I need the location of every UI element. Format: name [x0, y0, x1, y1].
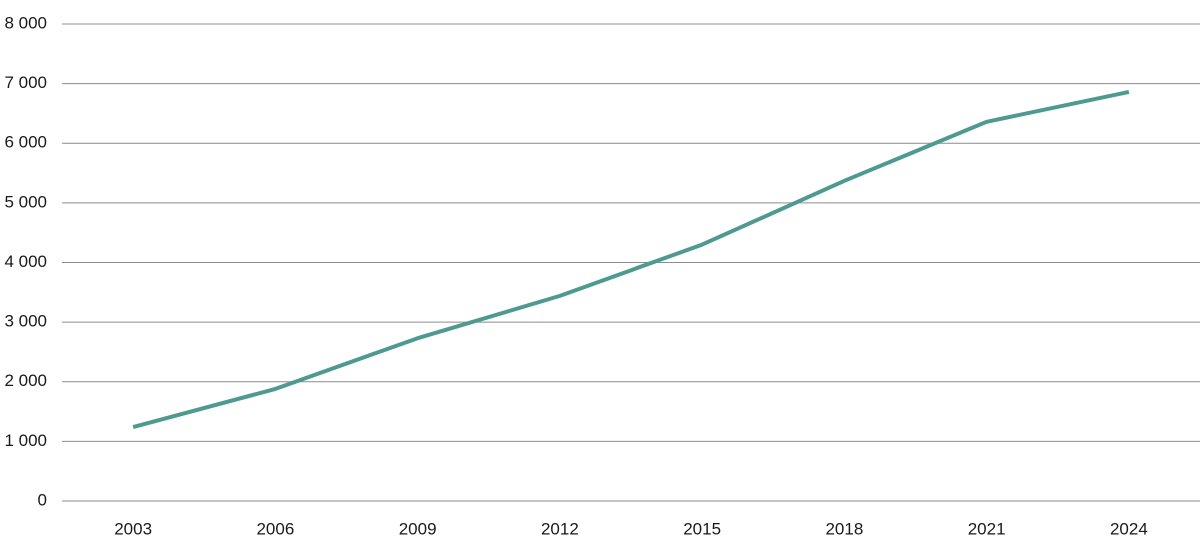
y-tick-label: 0	[38, 490, 47, 509]
y-tick-label: 5 000	[4, 192, 47, 211]
x-tick-label: 2018	[825, 519, 863, 538]
y-tick-label: 8 000	[4, 13, 47, 32]
data-line	[132, 90, 1130, 429]
x-tick-label: 2009	[399, 519, 437, 538]
y-tick-label: 3 000	[4, 312, 47, 331]
x-tick-label: 2003	[114, 519, 152, 538]
y-tick-label: 1 000	[4, 431, 47, 450]
y-tick-label: 7 000	[4, 73, 47, 92]
x-tick-label: 2006	[256, 519, 294, 538]
y-tick-label: 6 000	[4, 133, 47, 152]
x-tick-label: 2024	[1110, 519, 1148, 538]
y-tick-label: 4 000	[4, 252, 47, 271]
x-tick-label: 2015	[683, 519, 721, 538]
x-tick-label: 2021	[968, 519, 1006, 538]
x-tick-label: 2012	[541, 519, 579, 538]
y-tick-label: 2 000	[4, 371, 47, 390]
